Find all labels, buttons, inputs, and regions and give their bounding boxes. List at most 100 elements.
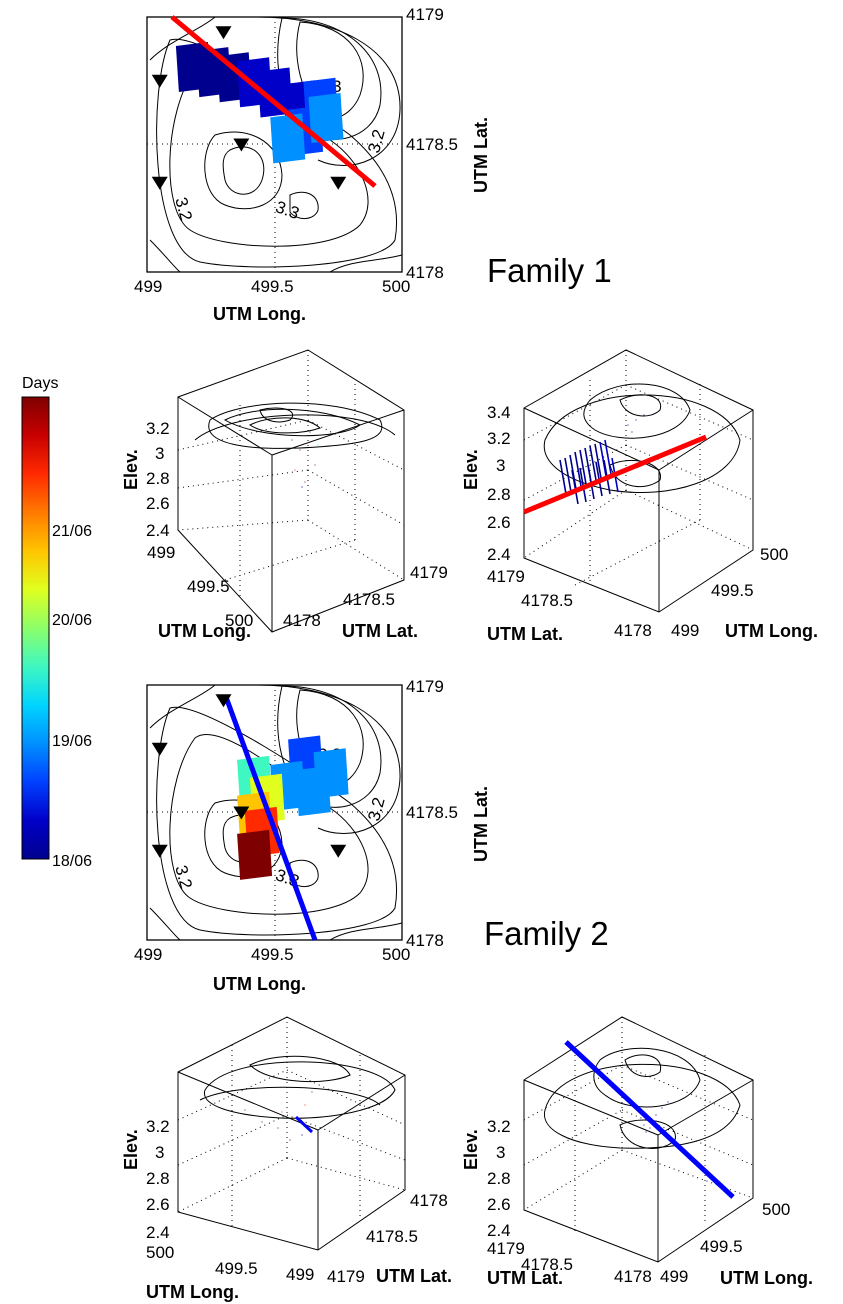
source-patch <box>604 439 612 475</box>
station-marker <box>215 694 232 708</box>
station-marker <box>151 176 168 190</box>
station-marker <box>233 806 250 820</box>
source-patch <box>643 1124 645 1126</box>
family2-3d-a-ztick: 2.6 <box>146 1195 170 1214</box>
family1-3d-a-ztick: 2.8 <box>146 469 170 488</box>
family2-map-xlabel: UTM Long. <box>213 974 306 994</box>
family1-3d-b-fault-line <box>523 434 707 515</box>
family1-3d-a-xtick: 500 <box>225 611 253 630</box>
station-marker <box>151 74 168 88</box>
family1-3d-b-ytick: 4178 <box>614 621 652 640</box>
source-patch <box>289 1139 291 1141</box>
family1-3d-b-ztick: 2.6 <box>487 513 511 532</box>
source-patch <box>643 414 645 416</box>
source-patch <box>589 445 597 481</box>
family2-map-xtick: 499 <box>134 945 162 964</box>
source-patch <box>579 449 587 485</box>
family1-map-contours <box>149 16 403 273</box>
family2-3d-a-sources <box>244 1091 313 1141</box>
family1-3d-a-ztick: 2.4 <box>146 521 170 540</box>
family1-3d-b-ztick: 3 <box>496 456 505 475</box>
colorbar: Days 21/06 20/06 19/06 18/06 <box>21 375 92 870</box>
source-patch <box>655 1114 657 1116</box>
family2-3d-b-ztick: 3 <box>496 1143 505 1162</box>
family1-map-ylabel: UTM Lat. <box>471 117 491 193</box>
family1-fault-line <box>170 15 377 188</box>
source-patch <box>635 419 637 421</box>
family1-3d-b-xtick: 500 <box>760 545 788 564</box>
family1-3d-a-ztick: 3.2 <box>146 419 170 438</box>
family1-3d-a-ylabel: UTM Lat. <box>342 621 418 641</box>
colorbar-tick: 20/06 <box>52 612 92 629</box>
source-patch <box>277 1127 279 1129</box>
family2-3d-a-ylabel: UTM Lat. <box>376 1266 452 1286</box>
station-marker <box>330 176 347 190</box>
family2-3d-a-xlabel: UTM Long. <box>146 1282 239 1302</box>
family2-3d-b-xtick: 500 <box>762 1200 790 1219</box>
source-patch <box>308 93 344 143</box>
family1-map-xtick: 499 <box>134 277 162 296</box>
family1-3d-a-xtick: 499.5 <box>187 577 230 596</box>
family1-3d-a-panel <box>177 349 405 633</box>
source-patch <box>311 1091 313 1093</box>
colorbar-scale <box>21 396 50 860</box>
family2-3d-b-xtick: 499.5 <box>700 1237 743 1256</box>
source-patch <box>317 444 319 446</box>
source-patch <box>294 469 296 471</box>
family1-3d-b-ztick: 3.4 <box>487 403 511 422</box>
family1-3d-a-ytick: 4178 <box>283 611 321 630</box>
family2-3d-a-ytick: 4179 <box>327 1267 365 1286</box>
family2-3d-b-ytick: 4179 <box>487 1239 525 1258</box>
family1-3d-a-xtick: 499 <box>147 543 175 562</box>
source-patch <box>594 443 602 479</box>
station-marker <box>233 138 250 152</box>
source-patch <box>304 481 306 483</box>
source-patch <box>270 113 306 164</box>
colorbar-title: Days <box>22 375 58 392</box>
family1-3d-a-xlabel: UTM Long. <box>158 621 251 641</box>
source-patch <box>599 441 607 477</box>
family2-map-ytick: 4178.5 <box>406 803 458 822</box>
family1-3d-b-panel <box>523 349 754 613</box>
family2-3d-b-ytick: 4178 <box>614 1267 652 1286</box>
family2-3d-b-xtick: 499 <box>660 1267 688 1286</box>
family2-3d-a-xtick: 499.5 <box>215 1259 258 1278</box>
source-patch <box>304 1104 306 1106</box>
family2-3d-b-zlabel: Elev. <box>461 1129 481 1170</box>
family2-3d-b-sources <box>643 1101 669 1133</box>
family2-3d-a-xtick: 499 <box>286 1265 314 1284</box>
family2-3d-b-xlabel: UTM Long. <box>720 1268 813 1288</box>
source-patch <box>667 1101 669 1103</box>
family2-map-xtick: 500 <box>382 945 410 964</box>
family2-3d-a-xtick: 500 <box>146 1243 174 1262</box>
family2-3d-b-panel <box>523 1016 754 1263</box>
family1-map-ytick: 4178.5 <box>406 135 458 154</box>
source-patch <box>244 1109 246 1111</box>
family2-3d-b-ztick: 2.8 <box>487 1169 511 1188</box>
source-patch <box>261 1121 263 1123</box>
family1-3d-b-ytick: 4178.5 <box>521 591 573 610</box>
family1-3d-b-ztick: 2.4 <box>487 545 511 564</box>
source-patch <box>559 459 567 495</box>
source-patch <box>309 431 311 433</box>
source-patch <box>301 1134 303 1136</box>
source-patch <box>631 431 633 433</box>
source-patch <box>571 469 579 505</box>
family2-3d-a-ztick: 2.8 <box>146 1169 170 1188</box>
family1-map-xtick: 500 <box>382 277 410 296</box>
family2-3d-b-ztick: 2.6 <box>487 1195 511 1214</box>
family1-3d-b-xtick: 499.5 <box>711 581 754 600</box>
family2-3d-a-ztick: 2.4 <box>146 1223 170 1242</box>
source-patch <box>649 1127 651 1129</box>
source-patch <box>564 457 572 493</box>
family2-3d-a-ztick: 3.2 <box>146 1117 170 1136</box>
family1-map-stations <box>151 26 347 190</box>
family1-3d-b-xlabel: UTM Long. <box>725 621 818 641</box>
family1-3d-a-ztick: 2.6 <box>146 494 170 513</box>
family2-fault-line <box>223 696 318 941</box>
family2-map-ylabel: UTM Lat. <box>471 786 491 862</box>
family1-map-xtick: 499.5 <box>251 277 294 296</box>
family2-3d-a-fault-line <box>294 1115 314 1134</box>
family2-3d-a-zlabel: Elev. <box>121 1129 141 1170</box>
